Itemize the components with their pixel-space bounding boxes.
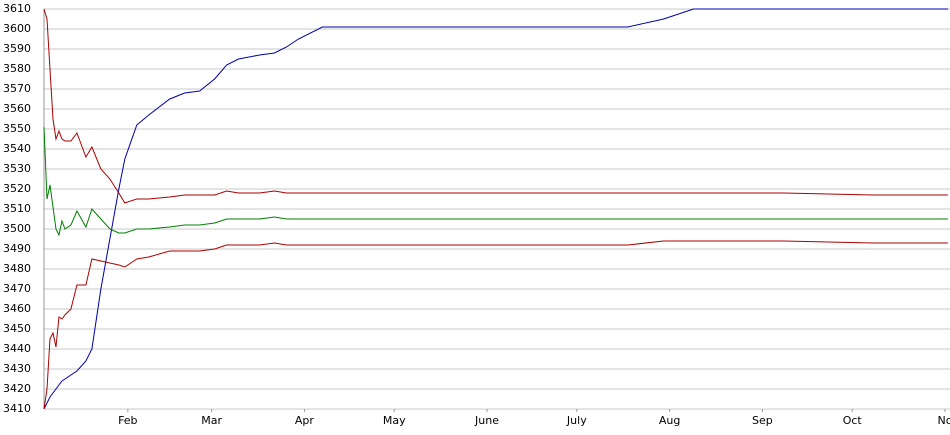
y-tick-label: 3530 [3,162,31,175]
y-tick-label: 3420 [3,382,31,395]
y-tick-label: 3560 [3,102,31,115]
y-tick-label: 3540 [3,142,31,155]
x-tick-label: Apr [295,414,315,427]
y-tick-label: 3510 [3,202,31,215]
y-tick-label: 3410 [3,402,31,415]
y-tick-label: 3480 [3,262,31,275]
y-tick-label: 3600 [3,22,31,35]
y-tick-label: 3610 [3,2,31,15]
x-tick-label: No [938,414,950,427]
series-line [43,8,948,204]
x-tick-label: Mar [201,414,222,427]
y-tick-label: 3580 [3,62,31,75]
x-tick-label: Feb [118,414,137,427]
x-tick-label: June [474,414,499,427]
series-line [43,8,948,410]
x-tick-label: Oct [843,414,863,427]
y-tick-label: 3460 [3,302,31,315]
y-tick-label: 3430 [3,362,31,375]
y-tick-label: 3570 [3,82,31,95]
y-tick-label: 3490 [3,242,31,255]
y-tick-label: 3590 [3,42,31,55]
x-tick-label: Aug [659,414,680,427]
y-tick-label: 3500 [3,222,31,235]
y-tick-label: 3450 [3,322,31,335]
y-tick-label: 3520 [3,182,31,195]
x-tick-label: May [383,414,406,427]
y-tick-label: 3550 [3,122,31,135]
y-tick-label: 3470 [3,282,31,295]
x-tick-label: Sep [752,414,773,427]
series-line [43,126,948,237]
x-tick-label: July [566,414,587,427]
series-line [43,240,948,410]
y-tick-label: 3440 [3,342,31,355]
